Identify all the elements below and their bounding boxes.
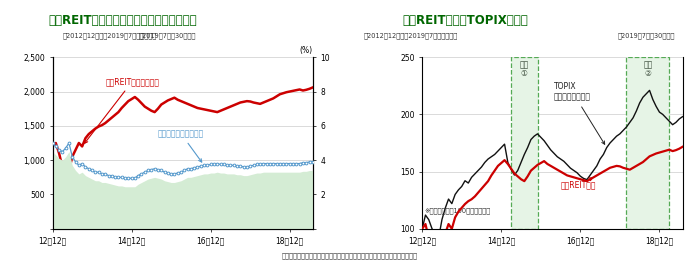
Text: （2012年12月末〜2019年7月＊、月次）: （2012年12月末〜2019年7月＊、月次） <box>364 32 458 39</box>
Text: 分配金利回り（右軸）: 分配金利回り（右軸） <box>158 129 204 162</box>
Text: （2012年12月末〜2019年7月＊、月次）: （2012年12月末〜2019年7月＊、月次） <box>63 32 158 39</box>
Text: TOPIX
（東証株価指数）: TOPIX （東証株価指数） <box>554 82 605 144</box>
Text: 東証REIT指数: 東証REIT指数 <box>561 178 596 190</box>
Text: ＊2019年7月は30日の値: ＊2019年7月は30日の値 <box>618 32 676 39</box>
Text: 利回りの上乗せ部分
（「分配金利回りー10年国債利回り」、右軸）: 利回りの上乗せ部分 （「分配金利回りー10年国債利回り」、右軸） <box>139 198 227 212</box>
Text: ①: ① <box>521 69 528 78</box>
Text: 局面: 局面 <box>643 61 652 70</box>
Text: ＊2019年7月は30日の値: ＊2019年7月は30日の値 <box>139 32 196 39</box>
Text: 東証REIT指数（左軸）: 東証REIT指数（左軸） <box>85 77 159 143</box>
Text: 東証REIT指数とTOPIXの推移: 東証REIT指数とTOPIXの推移 <box>402 14 528 27</box>
Text: （信頼できると判断したデータをもとに日興アセットマネジメントが作成）: （信頼できると判断したデータをもとに日興アセットマネジメントが作成） <box>282 252 418 259</box>
Text: 局面: 局面 <box>519 61 529 70</box>
Bar <box>626 57 669 229</box>
Text: (%): (%) <box>300 47 313 55</box>
Text: 東証REIT指数の価格と分配金利回りの推移: 東証REIT指数の価格と分配金利回りの推移 <box>48 14 197 27</box>
Text: ※グラフ起点を100として指数化: ※グラフ起点を100として指数化 <box>425 207 491 214</box>
Text: ②: ② <box>645 69 651 78</box>
Bar <box>511 57 538 229</box>
